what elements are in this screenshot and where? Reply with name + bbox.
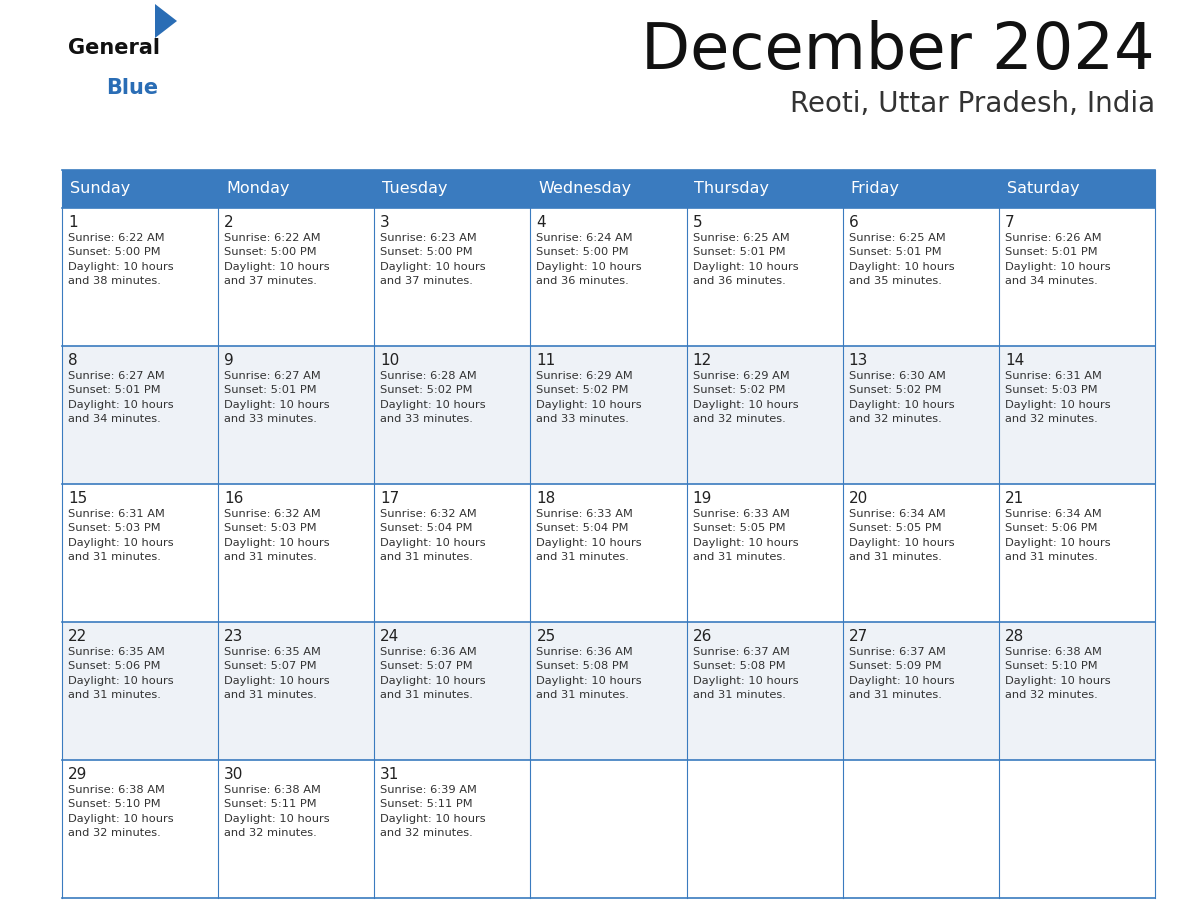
Text: Sunrise: 6:31 AM
Sunset: 5:03 PM
Daylight: 10 hours
and 31 minutes.: Sunrise: 6:31 AM Sunset: 5:03 PM Dayligh… [68,509,173,562]
Text: 21: 21 [1005,491,1024,506]
Text: 8: 8 [68,353,77,368]
Text: 10: 10 [380,353,399,368]
Text: 16: 16 [225,491,244,506]
Text: Sunrise: 6:34 AM
Sunset: 5:05 PM
Daylight: 10 hours
and 31 minutes.: Sunrise: 6:34 AM Sunset: 5:05 PM Dayligh… [848,509,954,562]
Text: 12: 12 [693,353,712,368]
Text: Sunrise: 6:32 AM
Sunset: 5:03 PM
Daylight: 10 hours
and 31 minutes.: Sunrise: 6:32 AM Sunset: 5:03 PM Dayligh… [225,509,330,562]
Text: Saturday: Saturday [1006,182,1079,196]
Text: Blue: Blue [106,78,158,98]
Text: Sunrise: 6:27 AM
Sunset: 5:01 PM
Daylight: 10 hours
and 33 minutes.: Sunrise: 6:27 AM Sunset: 5:01 PM Dayligh… [225,371,330,424]
Text: Tuesday: Tuesday [383,182,448,196]
Text: 20: 20 [848,491,868,506]
Text: Sunrise: 6:24 AM
Sunset: 5:00 PM
Daylight: 10 hours
and 36 minutes.: Sunrise: 6:24 AM Sunset: 5:00 PM Dayligh… [537,233,642,286]
Text: Sunrise: 6:34 AM
Sunset: 5:06 PM
Daylight: 10 hours
and 31 minutes.: Sunrise: 6:34 AM Sunset: 5:06 PM Dayligh… [1005,509,1111,562]
Text: 24: 24 [380,629,399,644]
Text: Sunrise: 6:36 AM
Sunset: 5:08 PM
Daylight: 10 hours
and 31 minutes.: Sunrise: 6:36 AM Sunset: 5:08 PM Dayligh… [537,647,642,700]
Text: 27: 27 [848,629,868,644]
Text: 31: 31 [380,767,399,782]
Text: 22: 22 [68,629,87,644]
Text: 17: 17 [380,491,399,506]
Text: 9: 9 [225,353,234,368]
Bar [62,622,1155,760]
Text: 29: 29 [68,767,88,782]
Text: Sunrise: 6:37 AM
Sunset: 5:09 PM
Daylight: 10 hours
and 31 minutes.: Sunrise: 6:37 AM Sunset: 5:09 PM Dayligh… [848,647,954,700]
Text: December 2024: December 2024 [642,20,1155,82]
Text: Sunrise: 6:23 AM
Sunset: 5:00 PM
Daylight: 10 hours
and 37 minutes.: Sunrise: 6:23 AM Sunset: 5:00 PM Dayligh… [380,233,486,286]
Text: Sunrise: 6:26 AM
Sunset: 5:01 PM
Daylight: 10 hours
and 34 minutes.: Sunrise: 6:26 AM Sunset: 5:01 PM Dayligh… [1005,233,1111,286]
Text: Sunrise: 6:31 AM
Sunset: 5:03 PM
Daylight: 10 hours
and 32 minutes.: Sunrise: 6:31 AM Sunset: 5:03 PM Dayligh… [1005,371,1111,424]
Text: 2: 2 [225,215,234,230]
Text: Sunrise: 6:38 AM
Sunset: 5:10 PM
Daylight: 10 hours
and 32 minutes.: Sunrise: 6:38 AM Sunset: 5:10 PM Dayligh… [68,785,173,838]
Bar [62,760,1155,898]
Text: 23: 23 [225,629,244,644]
Polygon shape [154,4,177,38]
Text: Sunrise: 6:35 AM
Sunset: 5:06 PM
Daylight: 10 hours
and 31 minutes.: Sunrise: 6:35 AM Sunset: 5:06 PM Dayligh… [68,647,173,700]
Text: Sunrise: 6:27 AM
Sunset: 5:01 PM
Daylight: 10 hours
and 34 minutes.: Sunrise: 6:27 AM Sunset: 5:01 PM Dayligh… [68,371,173,424]
Text: 30: 30 [225,767,244,782]
Text: 5: 5 [693,215,702,230]
Text: Sunrise: 6:25 AM
Sunset: 5:01 PM
Daylight: 10 hours
and 36 minutes.: Sunrise: 6:25 AM Sunset: 5:01 PM Dayligh… [693,233,798,286]
Text: 28: 28 [1005,629,1024,644]
Text: Sunrise: 6:38 AM
Sunset: 5:10 PM
Daylight: 10 hours
and 32 minutes.: Sunrise: 6:38 AM Sunset: 5:10 PM Dayligh… [1005,647,1111,700]
Text: Sunrise: 6:22 AM
Sunset: 5:00 PM
Daylight: 10 hours
and 37 minutes.: Sunrise: 6:22 AM Sunset: 5:00 PM Dayligh… [225,233,330,286]
Text: 1: 1 [68,215,77,230]
Text: Sunrise: 6:32 AM
Sunset: 5:04 PM
Daylight: 10 hours
and 31 minutes.: Sunrise: 6:32 AM Sunset: 5:04 PM Dayligh… [380,509,486,562]
Text: Sunrise: 6:36 AM
Sunset: 5:07 PM
Daylight: 10 hours
and 31 minutes.: Sunrise: 6:36 AM Sunset: 5:07 PM Dayligh… [380,647,486,700]
Text: 26: 26 [693,629,712,644]
Text: Wednesday: Wednesday [538,182,631,196]
Text: Sunrise: 6:33 AM
Sunset: 5:05 PM
Daylight: 10 hours
and 31 minutes.: Sunrise: 6:33 AM Sunset: 5:05 PM Dayligh… [693,509,798,562]
Text: Sunrise: 6:35 AM
Sunset: 5:07 PM
Daylight: 10 hours
and 31 minutes.: Sunrise: 6:35 AM Sunset: 5:07 PM Dayligh… [225,647,330,700]
Text: Sunrise: 6:29 AM
Sunset: 5:02 PM
Daylight: 10 hours
and 33 minutes.: Sunrise: 6:29 AM Sunset: 5:02 PM Dayligh… [537,371,642,424]
Text: Sunrise: 6:28 AM
Sunset: 5:02 PM
Daylight: 10 hours
and 33 minutes.: Sunrise: 6:28 AM Sunset: 5:02 PM Dayligh… [380,371,486,424]
Text: General: General [68,38,160,58]
Text: 15: 15 [68,491,87,506]
Text: 7: 7 [1005,215,1015,230]
Text: 14: 14 [1005,353,1024,368]
Bar [62,170,1155,208]
Text: 25: 25 [537,629,556,644]
Text: Sunrise: 6:39 AM
Sunset: 5:11 PM
Daylight: 10 hours
and 32 minutes.: Sunrise: 6:39 AM Sunset: 5:11 PM Dayligh… [380,785,486,838]
Text: 19: 19 [693,491,712,506]
Text: Sunrise: 6:22 AM
Sunset: 5:00 PM
Daylight: 10 hours
and 38 minutes.: Sunrise: 6:22 AM Sunset: 5:00 PM Dayligh… [68,233,173,286]
Bar [62,208,1155,346]
Text: Sunrise: 6:29 AM
Sunset: 5:02 PM
Daylight: 10 hours
and 32 minutes.: Sunrise: 6:29 AM Sunset: 5:02 PM Dayligh… [693,371,798,424]
Bar [62,346,1155,484]
Bar [62,484,1155,622]
Text: Sunrise: 6:38 AM
Sunset: 5:11 PM
Daylight: 10 hours
and 32 minutes.: Sunrise: 6:38 AM Sunset: 5:11 PM Dayligh… [225,785,330,838]
Text: Sunrise: 6:33 AM
Sunset: 5:04 PM
Daylight: 10 hours
and 31 minutes.: Sunrise: 6:33 AM Sunset: 5:04 PM Dayligh… [537,509,642,562]
Text: 4: 4 [537,215,546,230]
Text: 11: 11 [537,353,556,368]
Text: Monday: Monday [226,182,290,196]
Text: Reoti, Uttar Pradesh, India: Reoti, Uttar Pradesh, India [790,90,1155,118]
Text: 18: 18 [537,491,556,506]
Text: 13: 13 [848,353,868,368]
Text: Friday: Friday [851,182,899,196]
Text: Sunrise: 6:25 AM
Sunset: 5:01 PM
Daylight: 10 hours
and 35 minutes.: Sunrise: 6:25 AM Sunset: 5:01 PM Dayligh… [848,233,954,286]
Text: Sunday: Sunday [70,182,129,196]
Text: Thursday: Thursday [694,182,770,196]
Text: Sunrise: 6:37 AM
Sunset: 5:08 PM
Daylight: 10 hours
and 31 minutes.: Sunrise: 6:37 AM Sunset: 5:08 PM Dayligh… [693,647,798,700]
Text: 6: 6 [848,215,859,230]
Text: 3: 3 [380,215,390,230]
Text: Sunrise: 6:30 AM
Sunset: 5:02 PM
Daylight: 10 hours
and 32 minutes.: Sunrise: 6:30 AM Sunset: 5:02 PM Dayligh… [848,371,954,424]
